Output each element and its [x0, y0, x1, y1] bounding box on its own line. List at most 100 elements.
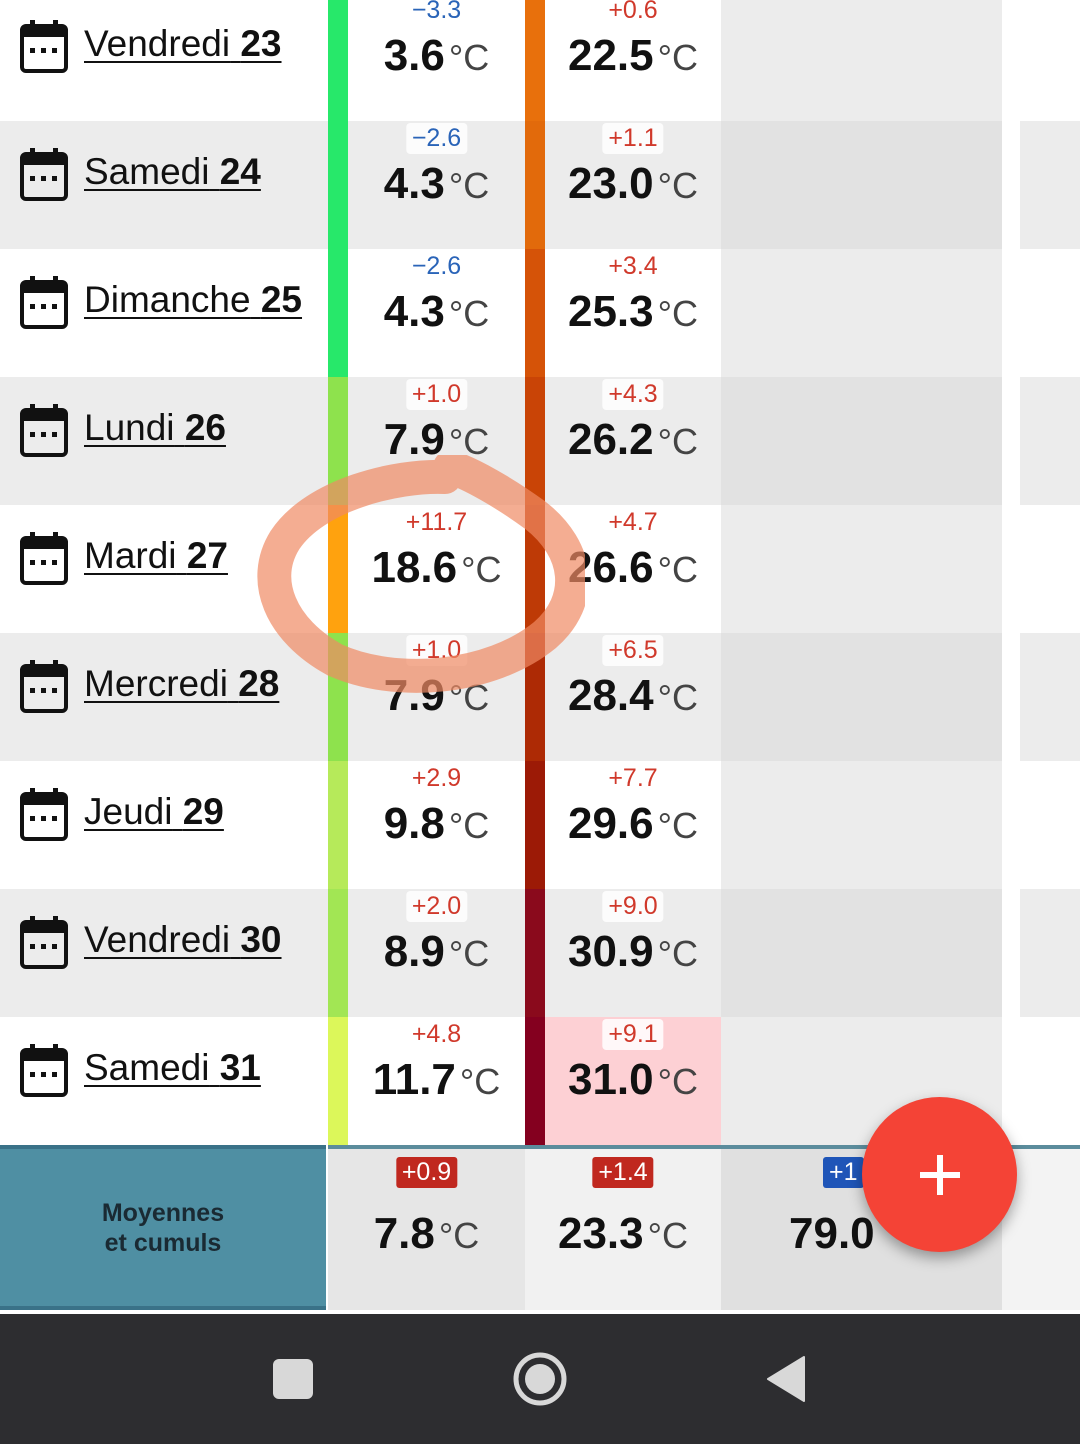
min-temp-delta: +4.8 [405, 1019, 468, 1050]
day-link[interactable]: Mardi 27 [0, 505, 328, 633]
extra-column-cell [721, 761, 1002, 889]
summary-max-cell: +1.4 23.3 °C [525, 1145, 721, 1310]
min-temp-unit: °C [448, 421, 490, 462]
min-temp-cell: +1.0 7.9 °C [348, 633, 525, 761]
min-temp-color-bar [328, 0, 348, 121]
day-link[interactable]: Samedi 31 [0, 1017, 328, 1145]
min-temp-color-bar [328, 633, 348, 761]
edge-column-cell [1020, 121, 1080, 249]
extra-column-cell [721, 377, 1002, 505]
summary-label-line2: et cumuls [104, 1228, 222, 1257]
edge-column-cell [1020, 889, 1080, 1017]
day-label[interactable]: Mardi 27 [84, 535, 228, 577]
day-link[interactable]: Samedi 24 [0, 121, 328, 249]
day-link[interactable]: Mercredi 28 [0, 633, 328, 761]
day-label[interactable]: Mercredi 28 [84, 663, 279, 705]
day-number: 29 [182, 791, 224, 832]
day-link[interactable]: Vendredi 30 [0, 889, 328, 1017]
extra-column-cell [721, 0, 1002, 121]
day-label[interactable]: Vendredi 30 [84, 919, 282, 961]
day-number: 27 [186, 535, 228, 576]
max-temp-unit: °C [657, 677, 699, 718]
day-link[interactable]: Jeudi 29 [0, 761, 328, 889]
summary-rain-delta: +1 [823, 1157, 864, 1188]
extra-column-cell [721, 889, 1002, 1017]
back-button[interactable] [726, 1314, 846, 1444]
min-temp-color-bar [328, 505, 348, 633]
calendar-icon [20, 148, 68, 201]
max-temp-cell: +3.4 25.3 °C [545, 249, 721, 377]
day-label[interactable]: Lundi 26 [84, 407, 226, 449]
max-temp-delta: +9.0 [602, 891, 664, 922]
day-link[interactable]: Dimanche 25 [0, 249, 328, 377]
max-temp-delta: +4.3 [602, 379, 664, 410]
max-temp-color-bar [525, 0, 545, 121]
min-temp-number: 3.6 [383, 31, 445, 80]
min-temp-value: 7.9 °C [348, 415, 525, 465]
max-temp-value: 29.6 °C [545, 799, 721, 849]
add-button[interactable] [862, 1097, 1017, 1252]
max-temp-number: 31.0 [567, 1055, 654, 1104]
max-temp-unit: °C [657, 549, 699, 590]
max-temp-cell: +9.1 31.0 °C [545, 1017, 721, 1145]
day-label[interactable]: Samedi 24 [84, 151, 261, 193]
summary-max-value: 23.3 °C [525, 1209, 721, 1259]
min-temp-unit: °C [448, 165, 490, 206]
summary-max-number: 23.3 [557, 1209, 644, 1258]
day-label[interactable]: Jeudi 29 [84, 791, 224, 833]
day-link[interactable]: Lundi 26 [0, 377, 328, 505]
max-temp-number: 22.5 [567, 31, 654, 80]
min-temp-value: 8.9 °C [348, 927, 525, 977]
calendar-icon [20, 404, 68, 457]
calendar-icon [20, 788, 68, 841]
min-temp-number: 7.9 [383, 415, 445, 464]
max-temp-unit: °C [657, 421, 699, 462]
summary-min-unit: °C [438, 1215, 480, 1256]
day-label[interactable]: Vendredi 23 [84, 23, 282, 65]
max-temp-cell: +0.6 22.5 °C [545, 0, 721, 121]
recents-button[interactable] [233, 1314, 353, 1444]
max-temp-unit: °C [657, 37, 699, 78]
min-temp-delta: +11.7 [399, 507, 474, 538]
max-temp-delta: +1.1 [602, 123, 664, 154]
min-temp-number: 7.9 [383, 671, 445, 720]
min-temp-cell: +11.7 18.6 °C [348, 505, 525, 633]
day-row: Mardi 27 +11.7 18.6 °C +4.7 26.6 °C [0, 505, 1080, 633]
android-navigation-bar [0, 1314, 1080, 1444]
day-row: Jeudi 29 +2.9 9.8 °C +7.7 29.6 °C [0, 761, 1080, 889]
max-temp-value: 30.9 °C [545, 927, 721, 977]
min-temp-unit: °C [461, 549, 502, 590]
max-temp-value: 28.4 °C [545, 671, 721, 721]
max-temp-delta: +9.1 [602, 1019, 664, 1050]
min-temp-unit: °C [448, 933, 490, 974]
day-number: 24 [219, 151, 261, 192]
day-row: Dimanche 25 −2.6 4.3 °C +3.4 25.3 °C [0, 249, 1080, 377]
edge-column-cell [1020, 249, 1080, 377]
min-temp-unit: °C [448, 805, 490, 846]
min-temp-color-bar [328, 761, 348, 889]
day-name: Mercredi [84, 663, 228, 704]
day-link[interactable]: Vendredi 23 [0, 0, 328, 121]
min-temp-value: 3.6 °C [348, 31, 525, 81]
summary-min-delta: +0.9 [395, 1157, 458, 1188]
day-name: Lundi [84, 407, 175, 448]
min-temp-value: 18.6 °C [348, 543, 525, 593]
max-temp-color-bar [525, 249, 545, 377]
max-temp-color-bar [525, 505, 545, 633]
max-temp-unit: °C [657, 933, 699, 974]
day-number: 30 [240, 919, 282, 960]
day-label[interactable]: Dimanche 25 [84, 279, 302, 321]
max-temp-unit: °C [657, 805, 699, 846]
max-temp-value: 26.6 °C [545, 543, 721, 593]
max-temp-cell: +1.1 23.0 °C [545, 121, 721, 249]
day-label[interactable]: Samedi 31 [84, 1047, 261, 1089]
triangle-back-icon [767, 1356, 805, 1402]
home-button[interactable] [480, 1314, 600, 1444]
min-temp-delta: −2.6 [405, 251, 468, 282]
calendar-icon [20, 660, 68, 713]
edge-column-cell [1020, 377, 1080, 505]
max-temp-color-bar [525, 1017, 545, 1145]
min-temp-cell: +2.9 9.8 °C [348, 761, 525, 889]
max-temp-number: 29.6 [567, 799, 654, 848]
calendar-icon [20, 20, 68, 73]
